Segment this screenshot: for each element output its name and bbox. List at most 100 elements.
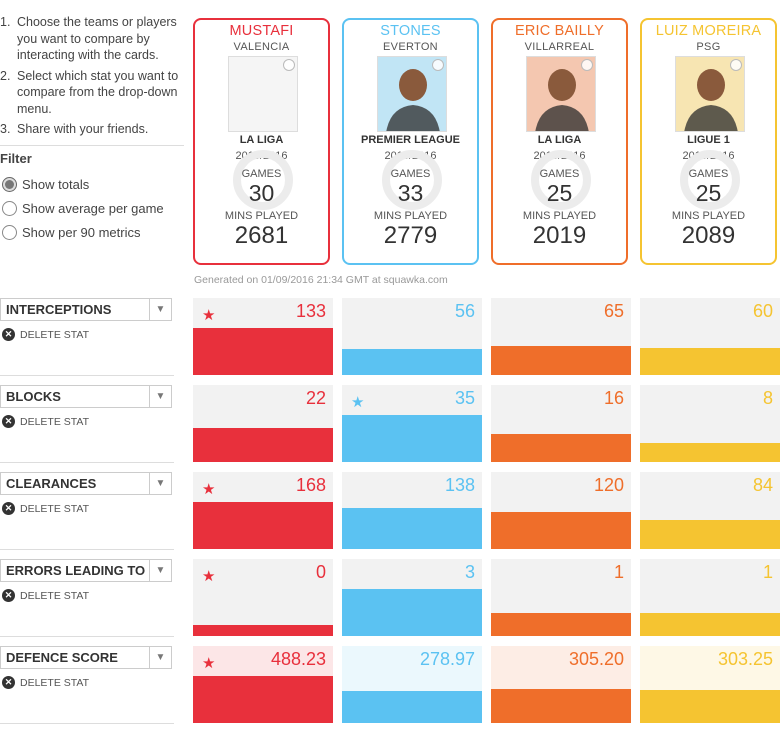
- generated-note: Generated on 01/09/2016 21:34 GMT at squ…: [194, 274, 448, 286]
- delete-stat-button[interactable]: ✕ DELETE STAT: [2, 415, 89, 428]
- player-league: LA LIGA: [537, 134, 582, 146]
- delete-stat-button[interactable]: ✕ DELETE STAT: [2, 676, 89, 689]
- delete-stat-button[interactable]: ✕ DELETE STAT: [2, 589, 89, 602]
- player-name: MUSTAFI: [229, 23, 294, 39]
- close-icon: ✕: [2, 676, 15, 689]
- stat-bar: [640, 443, 780, 462]
- player-photo-frame: [526, 56, 596, 132]
- stat-value: 168: [295, 475, 326, 495]
- star-icon: ★: [202, 481, 216, 498]
- radio-button[interactable]: [2, 225, 17, 240]
- stat-dropdown[interactable]: BLOCKS ▼: [0, 385, 172, 408]
- stat-value: 60: [752, 301, 773, 321]
- games-value: 25: [695, 180, 722, 206]
- stat-value: 65: [603, 301, 624, 321]
- delete-stat-label: DELETE STAT: [20, 676, 90, 689]
- stat-cell: ★ 0: [193, 559, 333, 636]
- stat-cell: 60: [640, 298, 780, 375]
- stat-bar: [342, 415, 482, 462]
- stat-cell: 1: [640, 559, 780, 636]
- instruction-number: 1.: [0, 15, 11, 29]
- chevron-down-icon[interactable]: ▼: [149, 647, 171, 668]
- games-label: GAMES: [390, 168, 431, 180]
- stat-bar: [342, 349, 482, 375]
- stat-bar: [640, 520, 780, 549]
- stat-dropdown[interactable]: ERRORS LEADING TO ▼: [0, 559, 172, 582]
- stat-value: 3: [464, 562, 475, 582]
- stat-cell: 22: [193, 385, 333, 462]
- stat-value: 16: [603, 388, 624, 408]
- chevron-down-icon[interactable]: ▼: [149, 299, 171, 320]
- player-photo-frame: [377, 56, 447, 132]
- close-icon: ✕: [2, 502, 15, 515]
- swap-icon[interactable]: [432, 59, 444, 71]
- stat-bar: [193, 625, 333, 636]
- stat-label: DEFENCE SCORE: [6, 650, 118, 665]
- stat-cell: ★ 168: [193, 472, 333, 549]
- filter-option-per90[interactable]: Show per 90 metrics: [2, 225, 141, 240]
- stat-bar: [640, 613, 780, 636]
- stat-label: INTERCEPTIONS: [6, 302, 112, 317]
- instruction-text: Choose the teams or players you want to …: [17, 15, 177, 62]
- radio-button[interactable]: [2, 201, 17, 216]
- instruction-text: Select which stat you want to compare fr…: [17, 68, 179, 116]
- stat-value: 303.25: [717, 649, 773, 669]
- player-league: LA LIGA: [239, 134, 284, 146]
- chevron-down-icon[interactable]: ▼: [149, 560, 171, 581]
- player-photo: [378, 57, 446, 131]
- stat-cell: 303.25: [640, 646, 780, 723]
- player-card[interactable]: MUSTAFI VALENCIA LA LIGA 2015/2016 GAMES…: [193, 18, 330, 265]
- player-card[interactable]: STONES EVERTON PREMIER LEAGUE 2015/2016 …: [342, 18, 479, 265]
- radio-button[interactable]: [2, 177, 17, 192]
- instruction-number: 3.: [0, 122, 11, 136]
- row-divider: [0, 549, 174, 550]
- delete-stat-label: DELETE STAT: [20, 328, 90, 341]
- mins-label: MINS PLAYED: [373, 210, 448, 222]
- mins-value: 2089: [681, 222, 736, 249]
- star-icon: ★: [351, 394, 365, 411]
- delete-stat-label: DELETE STAT: [20, 415, 90, 428]
- stat-bar: [193, 328, 333, 375]
- divider: [0, 145, 184, 146]
- row-divider: [0, 375, 174, 376]
- stat-dropdown[interactable]: CLEARANCES ▼: [0, 472, 172, 495]
- chevron-down-icon[interactable]: ▼: [149, 473, 171, 494]
- mins-label: MINS PLAYED: [522, 210, 597, 222]
- stat-value: 1: [613, 562, 624, 582]
- stat-value: 488.23: [270, 649, 326, 669]
- stat-bar: [640, 348, 780, 375]
- stat-label: BLOCKS: [6, 389, 61, 404]
- stat-cell: ★ 488.23: [193, 646, 333, 723]
- player-card[interactable]: LUIZ MOREIRA PSG LIGUE 1 2015/2016 GAMES…: [640, 18, 777, 265]
- row-divider: [0, 636, 174, 637]
- player-team: VALENCIA: [233, 41, 290, 53]
- close-icon: ✕: [2, 328, 15, 341]
- stat-dropdown[interactable]: INTERCEPTIONS ▼: [0, 298, 172, 321]
- player-card[interactable]: ERIC BAILLY VILLARREAL LA LIGA 2015/2016…: [491, 18, 628, 265]
- stat-value: 35: [454, 388, 475, 408]
- delete-stat-button[interactable]: ✕ DELETE STAT: [2, 328, 89, 341]
- stat-bar: [491, 613, 631, 636]
- stat-dropdown[interactable]: DEFENCE SCORE ▼: [0, 646, 172, 669]
- filter-option-label: Show average per game: [22, 201, 164, 216]
- stat-cell: 138: [342, 472, 482, 549]
- player-team: VILLARREAL: [524, 41, 595, 53]
- swap-icon[interactable]: [283, 59, 295, 71]
- stat-value: 138: [444, 475, 475, 495]
- swap-icon[interactable]: [730, 59, 742, 71]
- delete-stat-button[interactable]: ✕ DELETE STAT: [2, 502, 89, 515]
- instructions: 1. Choose the teams or players you want …: [0, 14, 184, 142]
- player-team: EVERTON: [383, 41, 438, 53]
- stat-value: 0: [315, 562, 326, 582]
- mins-label: MINS PLAYED: [671, 210, 746, 222]
- star-icon: ★: [202, 307, 216, 324]
- stat-cell: 1: [491, 559, 631, 636]
- filter-option-average[interactable]: Show average per game: [2, 201, 164, 216]
- filter-option-totals[interactable]: Show totals: [2, 177, 89, 192]
- games-value: 30: [248, 180, 275, 206]
- filter-option-label: Show totals: [22, 177, 90, 192]
- mins-value: 2681: [234, 222, 289, 249]
- chevron-down-icon[interactable]: ▼: [149, 386, 171, 407]
- swap-icon[interactable]: [581, 59, 593, 71]
- stat-bar: [342, 508, 482, 549]
